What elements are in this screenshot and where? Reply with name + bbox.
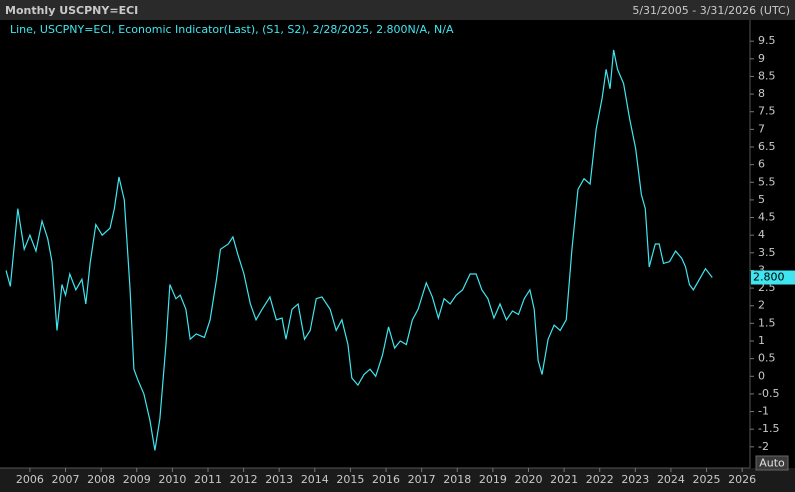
- auto-button-label[interactable]: Auto: [759, 457, 785, 470]
- header-bar: [0, 0, 795, 20]
- x-tick-label: 2007: [52, 473, 80, 486]
- y-tick-label: -2: [758, 440, 769, 453]
- y-tick-label: 6: [758, 158, 765, 171]
- chart-title: Monthly USCPNY=ECI: [5, 4, 138, 17]
- x-tick-label: 2016: [372, 473, 400, 486]
- x-tick-label: 2022: [586, 473, 614, 486]
- y-tick-label: 7: [758, 122, 765, 135]
- y-tick-label: -1: [758, 405, 769, 418]
- y-tick-label: 0: [758, 369, 765, 382]
- x-tick-label: 2006: [16, 473, 44, 486]
- y-tick-label: 5: [758, 193, 765, 206]
- x-tick-label: 2012: [230, 473, 258, 486]
- x-tick-label: 2010: [158, 473, 186, 486]
- y-tick-label: 3: [758, 263, 765, 276]
- x-tick-label: 2015: [336, 473, 364, 486]
- y-tick-label: 4: [758, 228, 765, 241]
- y-tick-label: 8: [758, 87, 765, 100]
- x-tick-label: 2025: [693, 473, 721, 486]
- auto-button[interactable]: [755, 455, 789, 471]
- y-tick-label: 7.5: [758, 105, 776, 118]
- y-tick-label: 0.5: [758, 352, 776, 365]
- x-tick-label: 2011: [194, 473, 222, 486]
- series-line: [5, 49, 713, 451]
- x-tick-label: 2009: [123, 473, 151, 486]
- x-tick-label: 2020: [514, 473, 542, 486]
- x-tick-label: 2013: [265, 473, 293, 486]
- y-tick-label: 8.5: [758, 69, 776, 82]
- y-tick-label: 3.5: [758, 246, 776, 259]
- y-tick-label: 9.5: [758, 34, 776, 47]
- x-tick-label: 2021: [550, 473, 578, 486]
- y-tick-label: 9: [758, 52, 765, 65]
- y-tick-label: 2: [758, 299, 765, 312]
- date-range: 5/31/2005 - 3/31/2026 (UTC): [632, 4, 790, 17]
- x-tick-label: 2017: [408, 473, 436, 486]
- last-value-box: [751, 270, 795, 285]
- x-tick-label: 2026: [728, 473, 756, 486]
- x-axis-strip: [0, 468, 795, 492]
- x-tick-label: 2024: [657, 473, 685, 486]
- x-tick-label: 2008: [87, 473, 115, 486]
- x-tick-label: 2023: [621, 473, 649, 486]
- last-value-label: 2.800: [753, 271, 785, 284]
- y-tick-label: 6.5: [758, 140, 776, 153]
- y-tick-label: -0.5: [758, 387, 779, 400]
- x-tick-label: 2014: [301, 473, 329, 486]
- x-tick-label: 2018: [443, 473, 471, 486]
- y-tick-label: 5.5: [758, 175, 776, 188]
- y-tick-label: -1.5: [758, 422, 779, 435]
- y-tick-label: 4.5: [758, 211, 776, 224]
- y-tick-label: 1: [758, 334, 765, 347]
- y-tick-label: 1.5: [758, 316, 776, 329]
- legend-entry: Line, USCPNY=ECI, Economic Indicator(Las…: [10, 23, 454, 36]
- x-tick-label: 2019: [479, 473, 507, 486]
